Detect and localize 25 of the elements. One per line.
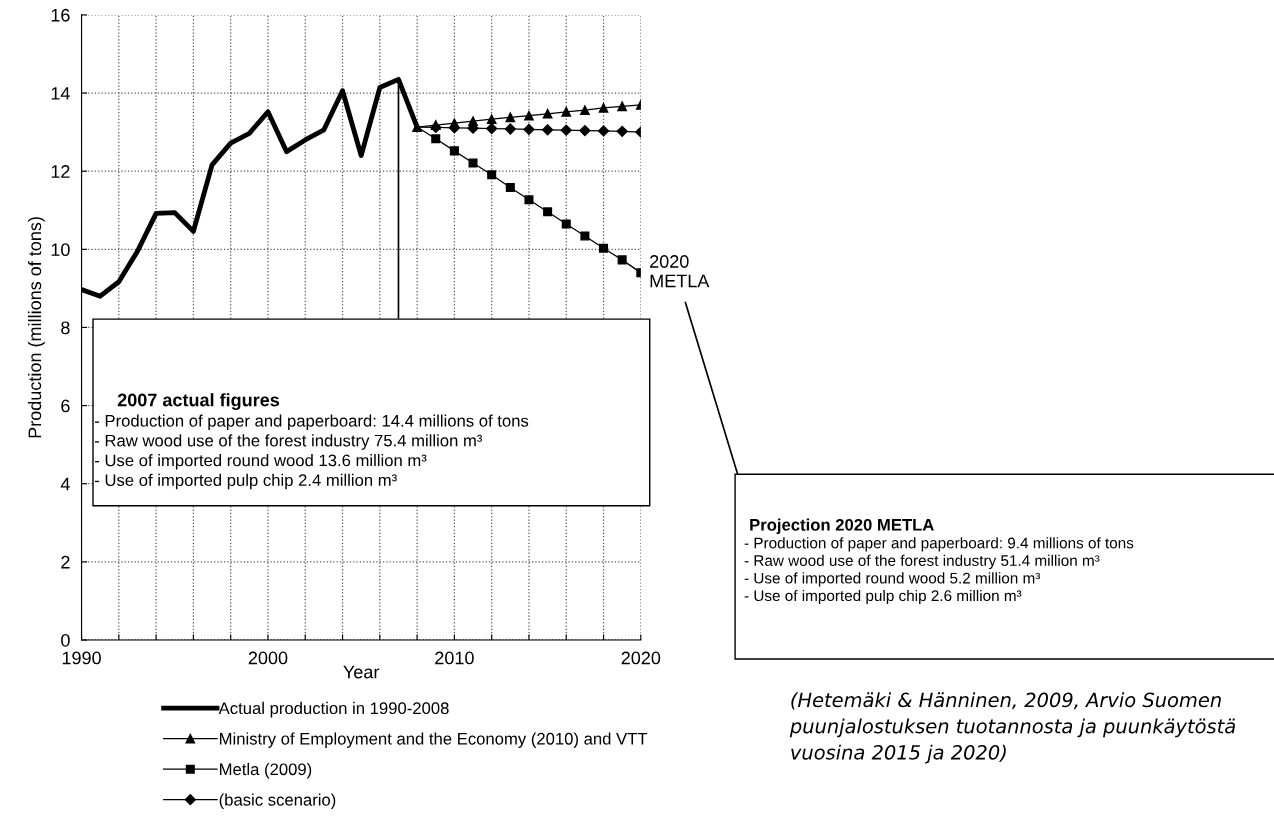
annotation: 2020 METLA bbox=[650, 255, 710, 288]
x-tick-label: 2000 bbox=[248, 651, 288, 665]
y-tick-label: 10 bbox=[51, 243, 70, 257]
x-tick-label: 2010 bbox=[435, 651, 474, 665]
text: (Hetemäki & Hänninen, 2009, Arvio Suomen puunjalostuksen tuotannosta ja puunkäytöstä vuosina 2015 ja 2020) bbox=[789, 692, 1235, 764]
legend-label: (basic scenario) bbox=[219, 793, 336, 810]
y-tick-label: 6 bbox=[61, 399, 70, 413]
x-tick-label: 2020 bbox=[621, 651, 661, 665]
y-tick-label: 14 bbox=[51, 87, 70, 100]
x-axis-title: Year bbox=[343, 665, 380, 679]
y-tick-label: 0 bbox=[61, 633, 70, 647]
legend-label: Ministry of Employment and the Economy (2010) and VTT bbox=[220, 732, 648, 748]
y-tick-label: 16 bbox=[51, 8, 70, 22]
x-tick-label: 1990 bbox=[62, 651, 101, 665]
text: - Production of paper and paperboard: 9.4 millions of tons - Raw wood use of the forest industry 51.4 million m³ - Use of imported round wood 5.2 million m³ - Use of imported pulp chip 2.6 million m³ bbox=[744, 537, 1134, 605]
legend-label: Metla (2009) bbox=[220, 762, 312, 779]
y-tick-label: 8 bbox=[61, 321, 70, 335]
y-axis-title: Production (millions of tons) bbox=[27, 217, 45, 438]
y-tick-label: 2 bbox=[61, 555, 70, 569]
annotation: - Production of paper and paperboard: 14.4 millions of tons - Raw wood use of the forest industry 75.4 million m³ - Use of imported round wood 13.6 million m³ - Use of imported pulp chip 2.4 million m³ bbox=[95, 414, 529, 490]
legend-label: Actual production in 1990-2008 bbox=[218, 701, 449, 718]
y-tick-label: 4 bbox=[60, 477, 70, 491]
text: Projection 2020 METLA bbox=[750, 518, 934, 535]
y-tick-label: 12 bbox=[51, 165, 70, 178]
annotation: 2007 actual figures bbox=[117, 393, 280, 411]
